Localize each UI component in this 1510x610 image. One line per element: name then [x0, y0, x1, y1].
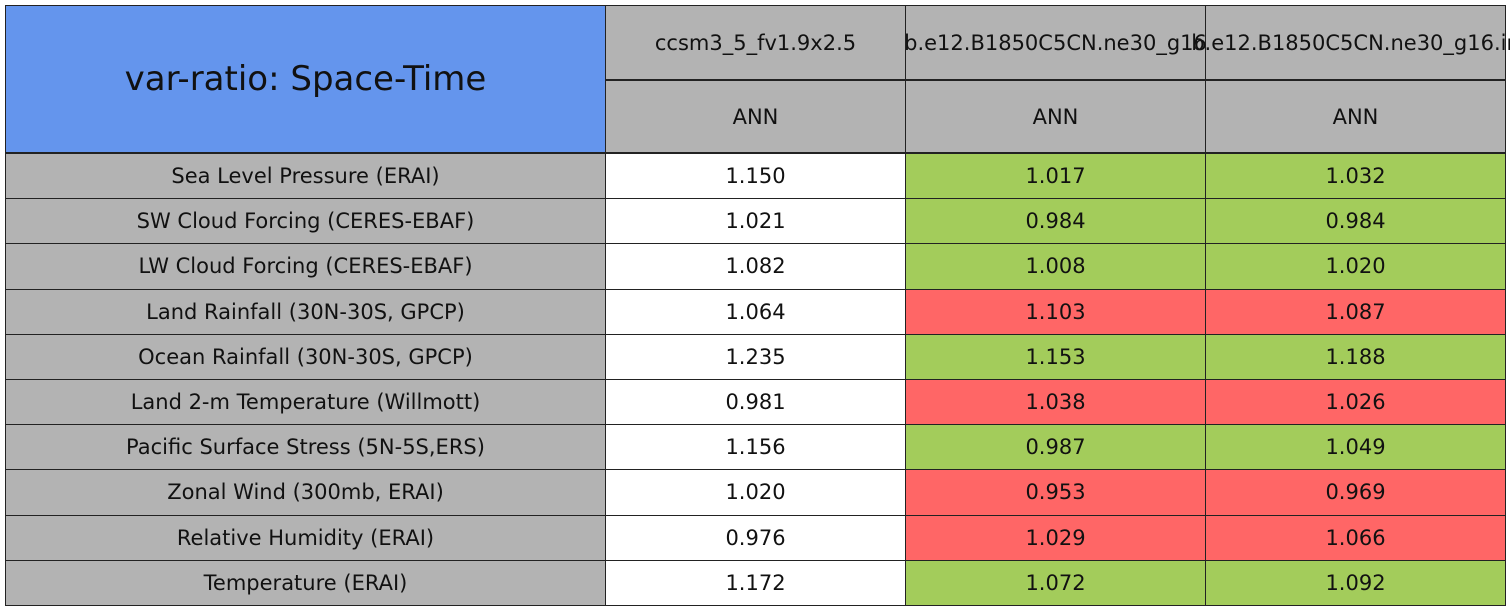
value-cell: 1.026	[1205, 379, 1506, 426]
value-cell: 1.188	[1205, 333, 1506, 380]
value-cell: 1.020	[1205, 243, 1506, 290]
value-cell: 0.981	[605, 379, 906, 426]
value-cell: 1.066	[1205, 514, 1506, 561]
season-header: ANN	[1205, 80, 1506, 153]
value-cell: 1.072	[905, 559, 1206, 606]
value-cell: 1.008	[905, 243, 1206, 290]
column-header-bg	[1205, 5, 1506, 80]
column-header: b.e12.B1850C5CN.ne30_g16	[904, 30, 1207, 55]
value-cell: 0.984	[905, 198, 1206, 245]
row-label: Pacific Surface Stress (5N-5S,ERS)	[5, 424, 606, 471]
value-cell: 1.153	[905, 333, 1206, 380]
season-header: ANN	[605, 80, 906, 153]
row-label: Land 2-m Temperature (Willmott)	[5, 379, 606, 426]
row-label: Zonal Wind (300mb, ERAI)	[5, 469, 606, 516]
value-cell: 1.020	[605, 469, 906, 516]
column-header: ccsm3_5_fv1.9x2.5	[654, 30, 857, 55]
value-cell: 1.172	[605, 559, 906, 606]
value-cell: 1.017	[905, 153, 1206, 200]
value-cell: 0.987	[905, 424, 1206, 471]
value-cell: 0.984	[1205, 198, 1506, 245]
value-cell: 0.969	[1205, 469, 1506, 516]
column-header-bg	[605, 5, 906, 80]
row-label: LW Cloud Forcing (CERES-EBAF)	[5, 243, 606, 290]
row-label: Ocean Rainfall (30N-30S, GPCP)	[5, 333, 606, 380]
value-cell: 1.156	[605, 424, 906, 471]
value-cell: 1.032	[1205, 153, 1506, 200]
value-cell: 1.064	[605, 288, 906, 335]
value-cell: 1.021	[605, 198, 906, 245]
row-label: Sea Level Pressure (ERAI)	[5, 153, 606, 200]
value-cell: 1.038	[905, 379, 1206, 426]
column-header: b.e12.B1850C5CN.ne30_g16.in	[1191, 30, 1510, 55]
value-cell: 1.049	[1205, 424, 1506, 471]
value-cell: 1.103	[905, 288, 1206, 335]
season-header: ANN	[905, 80, 1206, 153]
value-cell: 1.087	[1205, 288, 1506, 335]
value-cell: 1.235	[605, 333, 906, 380]
value-cell: 1.082	[605, 243, 906, 290]
row-label: SW Cloud Forcing (CERES-EBAF)	[5, 198, 606, 245]
value-cell: 0.976	[605, 514, 906, 561]
column-header-bg	[905, 5, 1206, 80]
row-label: Temperature (ERAI)	[5, 559, 606, 606]
table-title: var-ratio: Space-Time	[5, 5, 606, 153]
value-cell: 0.953	[905, 469, 1206, 516]
value-cell: 1.092	[1205, 559, 1506, 606]
value-cell: 1.150	[605, 153, 906, 200]
row-label: Relative Humidity (ERAI)	[5, 514, 606, 561]
row-label: Land Rainfall (30N-30S, GPCP)	[5, 288, 606, 335]
value-cell: 1.029	[905, 514, 1206, 561]
